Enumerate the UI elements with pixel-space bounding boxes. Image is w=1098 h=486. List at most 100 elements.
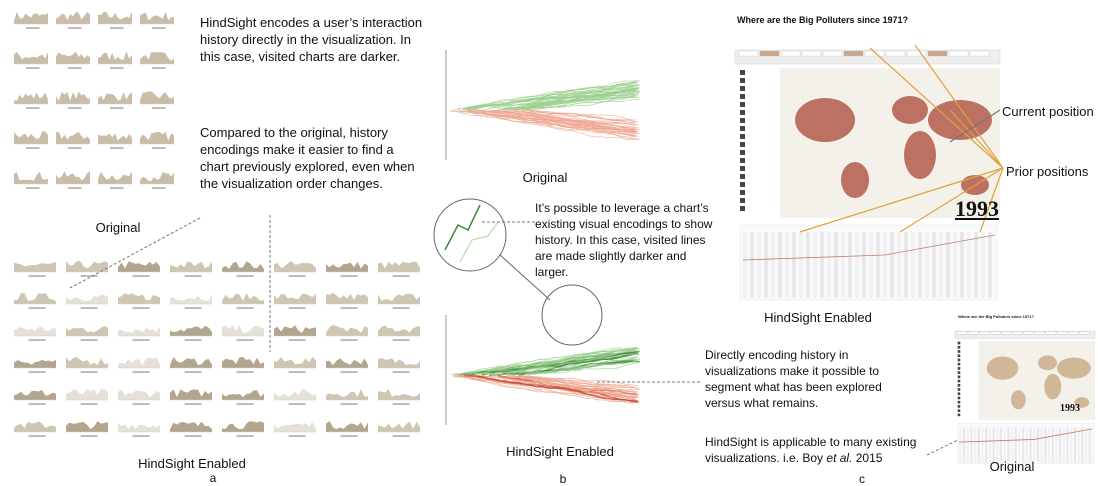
label: HindSight Enabled	[764, 310, 872, 325]
checkbox	[740, 198, 745, 203]
checkbox	[740, 70, 745, 75]
mini-area	[170, 422, 212, 432]
timeline-bar	[970, 427, 972, 462]
timeline-bar	[813, 232, 817, 298]
year-button	[949, 51, 968, 56]
timeline-bar	[1018, 427, 1020, 462]
year-button	[957, 332, 967, 335]
checkbox	[740, 206, 745, 211]
timeline-bar	[869, 232, 873, 298]
timeline-bar	[925, 232, 929, 298]
timeline-bar	[946, 232, 950, 298]
mini-area	[222, 293, 264, 304]
mini-label	[185, 275, 202, 277]
timeline-bar	[1007, 427, 1009, 462]
mini-area	[378, 325, 420, 336]
mini-label	[341, 403, 358, 405]
timeline-bar	[974, 232, 978, 298]
label: Original	[523, 170, 568, 185]
mini-area	[326, 389, 368, 400]
year-button	[1013, 332, 1023, 335]
mini-area	[118, 423, 160, 432]
mini-area	[66, 294, 108, 304]
year-button	[1079, 332, 1089, 335]
timeline-bar	[1059, 427, 1061, 462]
panel-letter: a	[210, 471, 217, 485]
continent	[795, 98, 855, 142]
timeline-bar	[960, 232, 964, 298]
mini-label	[152, 27, 166, 29]
mini-area	[274, 294, 316, 304]
checkbox	[958, 367, 961, 370]
continent	[892, 96, 928, 124]
mini-label	[26, 27, 40, 29]
mini-area	[14, 262, 56, 272]
timeline-bar	[967, 232, 971, 298]
continent	[1038, 355, 1057, 370]
checkbox	[740, 190, 745, 195]
mini-area	[140, 172, 174, 184]
checkbox	[958, 354, 961, 357]
timeline-bar	[974, 427, 976, 462]
continent	[841, 162, 869, 198]
timeline-bar	[959, 427, 961, 462]
mini-label	[133, 275, 150, 277]
checkbox	[740, 174, 745, 179]
mini-label	[68, 187, 82, 189]
checkbox	[958, 397, 961, 400]
checkbox	[740, 158, 745, 163]
checkbox	[958, 371, 961, 374]
caption: Directly encoding history in visualizati…	[705, 347, 905, 411]
timeline-bar	[988, 232, 992, 298]
timeline-bar	[827, 232, 831, 298]
timeline-bar	[1081, 427, 1083, 462]
mini-label	[341, 307, 358, 309]
timeline-bar	[890, 232, 894, 298]
mini-area	[170, 294, 212, 304]
year: 1993	[1060, 400, 1080, 417]
figure: HindSight encodes a user’s interaction h…	[0, 0, 1098, 486]
annotation: Current position	[1002, 103, 1094, 120]
timeline-bar	[989, 427, 991, 462]
mini-label	[29, 339, 46, 341]
caption-text: HindSight is applicable to many existing…	[705, 435, 916, 465]
mini-label	[81, 403, 98, 405]
timeline-bar	[855, 232, 859, 298]
mini-label	[26, 107, 40, 109]
continent	[987, 356, 1019, 379]
mini-label	[26, 67, 40, 69]
mini-area	[140, 91, 174, 104]
label: HindSight Enabled	[138, 456, 246, 471]
year: 1993	[955, 200, 999, 217]
checkbox	[958, 409, 961, 412]
timeline-bar	[1048, 427, 1050, 462]
annotation: Prior positions	[1006, 163, 1088, 180]
continent	[1044, 374, 1061, 399]
mini-label	[133, 307, 150, 309]
year-button	[739, 51, 758, 56]
checkbox	[958, 359, 961, 362]
checkbox	[740, 166, 745, 171]
mini-label	[29, 403, 46, 405]
checkbox	[958, 363, 961, 366]
year-button	[1035, 332, 1045, 335]
year-button	[1057, 332, 1067, 335]
timeline-bar	[820, 232, 824, 298]
timeline-bar	[996, 427, 998, 462]
mini-area	[14, 131, 48, 144]
panel-letter: b	[560, 472, 567, 486]
timeline-bar	[806, 232, 810, 298]
timeline-bar	[1004, 427, 1006, 462]
mini-label	[393, 307, 410, 309]
mini-label	[29, 435, 46, 437]
mini-area	[66, 261, 108, 272]
timeline-bar	[1022, 427, 1024, 462]
timeline-bar	[1041, 427, 1043, 462]
year-button	[781, 51, 800, 56]
mini-label	[289, 339, 306, 341]
checkbox	[958, 376, 961, 379]
caption-italic: et al.	[826, 451, 852, 465]
mini-area	[274, 357, 316, 368]
mini-label	[81, 307, 98, 309]
mini-area	[326, 262, 368, 272]
